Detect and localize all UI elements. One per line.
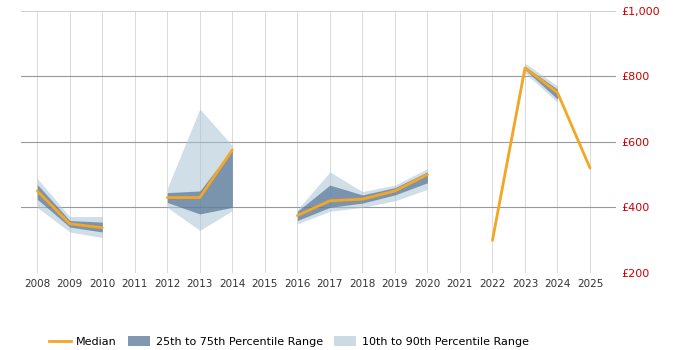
Legend: Median, 25th to 75th Percentile Range, 10th to 90th Percentile Range: Median, 25th to 75th Percentile Range, 1…	[44, 332, 533, 350]
